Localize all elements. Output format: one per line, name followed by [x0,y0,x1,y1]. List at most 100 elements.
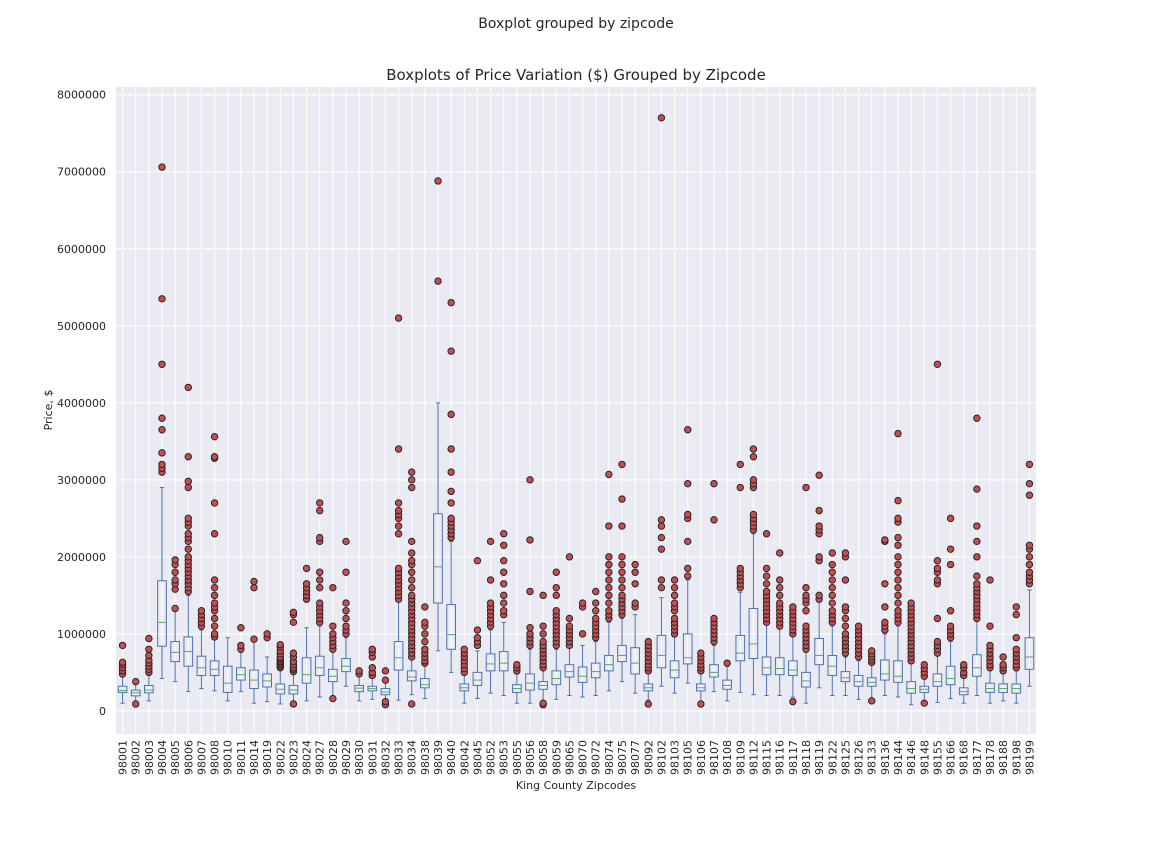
outlier-point [552,607,560,615]
chart-suptitle: Boxplot grouped by zipcode [478,16,673,32]
outlier-point [605,576,613,584]
box-98023 [288,608,299,708]
outlier-point [618,576,626,584]
outlier-point [381,676,390,684]
x-tick-label: 98038 [419,740,432,775]
outlier-point [960,660,968,669]
outlier-point [500,580,508,588]
x-tick-label: 98040 [445,740,458,775]
x-tick-label: 98022 [274,740,287,775]
outlier-point [946,545,955,553]
x-tick-label: 98092 [642,740,655,775]
outlier-point [618,583,626,592]
box-98052 [485,537,496,694]
box-iqr [827,654,838,676]
outlier-point [933,576,942,584]
box-iqr [551,670,562,686]
outlier-point [894,514,902,523]
box-iqr [314,655,325,676]
box-98006 [183,383,194,693]
outlier-point [762,564,771,573]
box-98144 [893,429,903,698]
outlier-point [210,622,219,630]
x-tick-label: 98011 [235,740,248,775]
outlier-point [539,622,547,630]
outlier-point [408,483,416,492]
box-98125 [840,549,851,696]
outlier-point [933,564,942,573]
outlier-point [316,583,324,592]
outlier-point [657,545,666,553]
outlier-point [302,580,311,588]
outlier-point [894,533,902,542]
x-tick-label: 98122 [826,740,839,775]
box-iqr [222,665,233,693]
outlier-point [618,495,626,503]
box-iqr [906,681,916,694]
outlier-point [973,414,981,422]
box-98070 [577,599,588,698]
outlier-point [289,649,298,657]
box-iqr [157,580,167,647]
boxes [117,114,1035,709]
box-iqr [774,657,785,676]
outlier-point [802,622,810,630]
outlier-point [500,556,508,565]
box-iqr [880,659,890,681]
x-tick-label: 98188 [997,740,1010,775]
outlier-point [552,568,560,576]
box-98028 [328,583,338,703]
outlier-point [158,426,166,434]
outlier-point [500,607,508,615]
box-iqr [472,671,483,686]
box-98177 [972,414,982,696]
box-98133 [866,647,877,705]
x-tick-label: 98052 [485,740,498,775]
box-iqr [249,669,259,690]
outlier-point [1025,479,1034,488]
y-tick-label: 6000000 [57,243,106,256]
box-98007 [196,607,207,690]
outlier-point [184,530,192,538]
outlier-point [394,530,403,538]
box-98188 [998,653,1008,702]
outlier-point [210,583,219,592]
box-iqr [301,657,312,684]
outlier-point [250,577,258,586]
outlier-point [145,645,153,653]
outlier-point [158,449,166,457]
outlier-point [841,549,850,557]
box-98059 [551,568,562,700]
box-98056 [525,476,535,704]
outlier-point [158,460,166,469]
outlier-point [447,487,455,496]
outlier-point [894,591,902,600]
x-tick-label: 98053 [498,740,511,775]
outlier-point [841,576,850,584]
outlier-point [421,637,429,646]
outlier-point [1012,634,1020,642]
box-98010 [222,637,233,702]
x-tick-label: 98168 [958,740,971,775]
outlier-point [381,667,390,675]
box-98102 [656,114,667,687]
box-iqr [945,665,956,686]
outlier-point [552,583,560,592]
outlier-point [289,700,298,708]
outlier-point [605,583,613,592]
outlier-point [868,697,876,705]
outlier-point [1012,610,1020,619]
outlier-point [986,641,994,650]
x-tick-label: 98028 [327,740,340,775]
x-tick-label: 98077 [629,740,642,775]
outlier-point [999,660,1007,669]
outlier-point [973,522,981,530]
outlier-point [605,522,613,530]
outlier-point [946,607,955,615]
outlier-point [302,564,311,573]
outlier-point [670,614,679,623]
outlier-point [841,622,850,630]
x-tick-label: 98118 [800,740,813,775]
x-tick-label: 98014 [248,740,261,775]
outlier-point [631,560,639,569]
